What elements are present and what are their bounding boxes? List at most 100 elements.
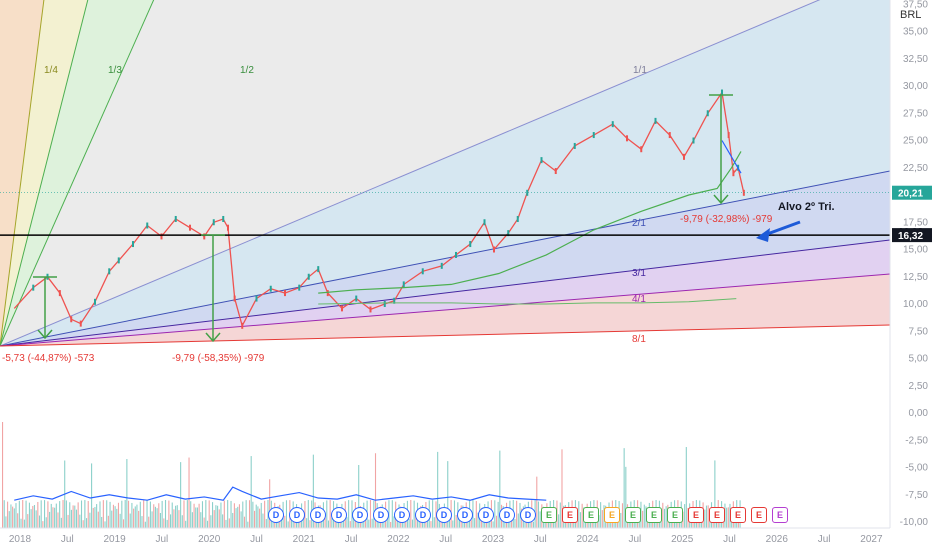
- volume-bar: [139, 501, 141, 528]
- candle: [307, 273, 310, 280]
- dividend-marker[interactable]: D: [457, 507, 473, 523]
- measure-label: -5,73 (-44,87%) -573: [2, 353, 95, 364]
- volume-bar: [653, 519, 655, 528]
- candle: [146, 222, 149, 229]
- dividend-marker[interactable]: D: [331, 507, 347, 523]
- currency-label[interactable]: BRL: [900, 9, 922, 21]
- volume-bar: [149, 501, 151, 528]
- volume-bar: [687, 507, 689, 528]
- x-tick-label: 2019: [103, 534, 126, 545]
- volume-bar: [32, 505, 34, 528]
- volume-bar: [191, 512, 193, 528]
- volume-bar: [287, 521, 289, 528]
- volume-bar: [186, 500, 188, 528]
- volume-bar: [163, 518, 165, 528]
- volume-bar: [102, 500, 104, 528]
- dividend-marker[interactable]: D: [415, 507, 431, 523]
- volume-bar: [193, 503, 195, 528]
- y-tick-label: 30,00: [903, 81, 928, 92]
- candle: [493, 246, 495, 253]
- volume-bar: [136, 504, 138, 528]
- volume-bar: [96, 504, 98, 528]
- volume-bar: [453, 500, 456, 528]
- candle: [654, 117, 657, 124]
- y-tick-label: -5,00: [905, 463, 928, 474]
- volume-bar: [576, 517, 578, 528]
- volume-bar: [284, 515, 286, 528]
- y-tick-label: 27,50: [903, 108, 928, 119]
- volume-bar: [514, 518, 516, 528]
- fan-line: [0, 170, 890, 347]
- x-tick-label: 2021: [293, 534, 316, 545]
- volume-bar: [704, 509, 706, 528]
- earnings-marker[interactable]: E: [646, 507, 662, 523]
- candle: [402, 281, 405, 288]
- volume-bar: [257, 506, 259, 528]
- earnings-marker[interactable]: E: [709, 507, 725, 523]
- earnings-marker[interactable]: E: [562, 507, 578, 523]
- volume-bar: [121, 500, 123, 528]
- volume-bar: [200, 512, 202, 528]
- volume-bar: [84, 500, 86, 528]
- volume-bar: [171, 502, 173, 528]
- earnings-marker[interactable]: E: [730, 507, 746, 523]
- dividend-marker[interactable]: D: [499, 507, 515, 523]
- earnings-marker[interactable]: E: [667, 507, 683, 523]
- candle: [573, 142, 576, 149]
- earnings-marker[interactable]: E: [583, 507, 599, 523]
- earnings-marker[interactable]: E: [541, 507, 557, 523]
- x-tick-label: Jul: [250, 534, 263, 545]
- earnings-marker[interactable]: E: [625, 507, 641, 523]
- volume-bar: [386, 516, 388, 528]
- volume-bar: [537, 501, 540, 528]
- volume-bar: [225, 519, 227, 528]
- candle: [483, 219, 486, 226]
- dividend-marker[interactable]: D: [289, 507, 305, 523]
- volume-bar: [716, 520, 718, 528]
- volume-bar: [70, 509, 72, 528]
- volume-bar: [116, 508, 118, 528]
- volume-bar: [247, 521, 249, 528]
- x-tick-label: Jul: [61, 534, 74, 545]
- earnings-marker[interactable]: E: [604, 507, 620, 523]
- volume-bar: [74, 505, 76, 528]
- volume-bar: [432, 500, 434, 528]
- candle: [255, 295, 258, 302]
- volume-bar: [27, 514, 29, 528]
- fan-label: 1/3: [108, 65, 122, 76]
- y-tick-label: -7,50: [905, 490, 928, 501]
- volume-bar: [616, 518, 618, 528]
- volume-bar: [265, 519, 267, 528]
- dividend-marker[interactable]: D: [310, 507, 326, 523]
- volume-bar: [15, 503, 17, 528]
- volume-bar: [430, 521, 432, 528]
- volume-bar: [240, 511, 242, 528]
- dividend-marker[interactable]: D: [478, 507, 494, 523]
- candle: [683, 153, 685, 160]
- drawings: -5,73 (-44,87%) -573 -9,79 (-58,35%) -979…: [0, 94, 890, 364]
- dividend-marker[interactable]: D: [436, 507, 452, 523]
- dividend-marker[interactable]: D: [268, 507, 284, 523]
- volume-bar: [324, 514, 326, 528]
- earnings-marker[interactable]: E: [751, 507, 767, 523]
- x-tick-label: 2022: [387, 534, 410, 545]
- volume-bar: [106, 500, 108, 528]
- earnings-marker[interactable]: E: [688, 507, 704, 523]
- volume-bar: [252, 501, 254, 528]
- earnings-marker[interactable]: E: [772, 507, 788, 523]
- candle: [721, 89, 723, 96]
- volume-bar: [45, 517, 47, 528]
- dividend-marker[interactable]: D: [520, 507, 536, 523]
- dividend-marker[interactable]: D: [394, 507, 410, 523]
- volume-bar: [126, 459, 128, 528]
- ma-slow-line: [318, 298, 737, 305]
- volume-bar: [358, 464, 360, 528]
- dividend-marker[interactable]: D: [373, 507, 389, 523]
- volume-bar: [707, 505, 709, 528]
- x-tick-label: 2024: [576, 534, 599, 545]
- volume-bar: [60, 517, 62, 528]
- volume-bar: [302, 512, 304, 528]
- fan-line: [0, 0, 155, 347]
- dividend-marker[interactable]: D: [352, 507, 368, 523]
